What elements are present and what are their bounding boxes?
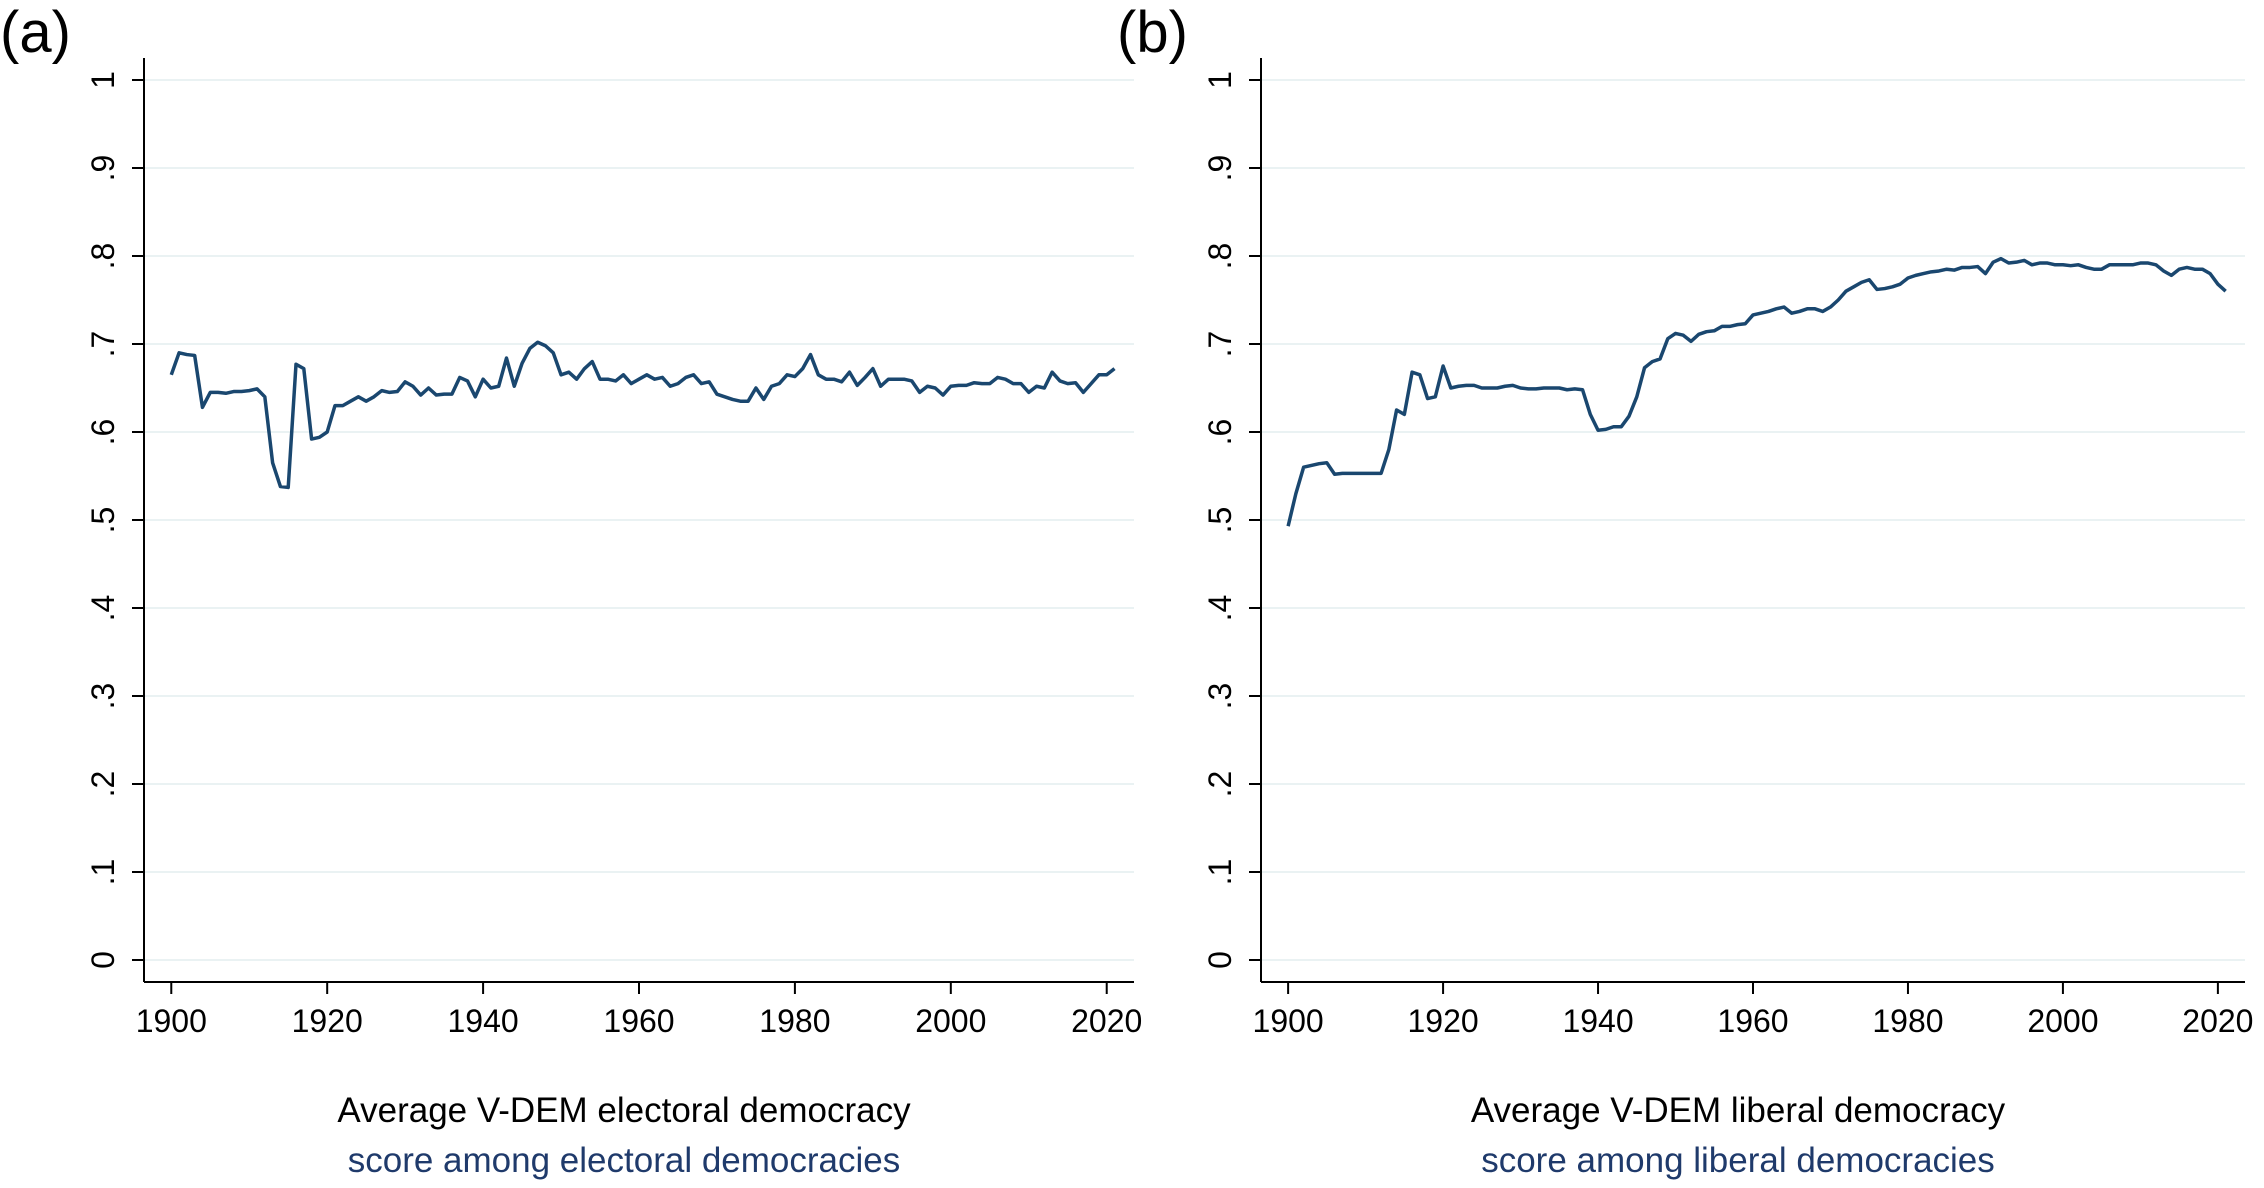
y-tick-label: .5 (1202, 507, 1238, 534)
y-tick-label: 0 (85, 951, 121, 969)
x-tick-label: 1960 (1717, 1003, 1788, 1039)
y-tick-label: .7 (85, 331, 121, 358)
y-tick-label: .8 (85, 243, 121, 270)
y-tick-label: .8 (1202, 243, 1238, 270)
x-tick-label: 1940 (448, 1003, 519, 1039)
y-tick-label: 1 (1202, 71, 1238, 89)
data-line (169, 340, 1116, 490)
x-tick-label: 1920 (292, 1003, 363, 1039)
panel-label: (a) (0, 0, 71, 65)
y-tick-label: .4 (85, 595, 121, 622)
x-axis-subtitle: score among liberal democracies (1481, 1141, 1995, 1180)
y-tick-label: .4 (1202, 595, 1238, 622)
x-tick-label: 2000 (915, 1003, 986, 1039)
x-tick-label: 1940 (1562, 1003, 1633, 1039)
x-axis-title: Average V-DEM electoral democracy (337, 1091, 911, 1130)
x-tick-label: 1980 (759, 1003, 830, 1039)
y-tick-label: .6 (85, 419, 121, 446)
x-tick-label: 2000 (2027, 1003, 2098, 1039)
x-tick-label: 2020 (2182, 1003, 2253, 1039)
panel: (a) 0 .1 .2 .3 .4 .5 .6 .7 .8 .9 1 1900 1920 1940 1960 1… (0, 0, 1142, 1180)
y-tick-label: .6 (1202, 419, 1238, 446)
data-line (1286, 256, 2227, 527)
y-tick-label: .9 (85, 155, 121, 182)
panel: (b) 0 .1 .2 .3 .4 .5 .6 .7 .8 .9 1 1900 1920 1940 1960 1… (1117, 0, 2253, 1180)
y-tick-label: .2 (85, 771, 121, 798)
x-tick-label: 1960 (603, 1003, 674, 1039)
x-tick-label: 1900 (136, 1003, 207, 1039)
y-tick-label: .1 (1202, 859, 1238, 886)
y-tick-label: .5 (85, 507, 121, 534)
x-tick-label: 1920 (1407, 1003, 1478, 1039)
x-tick-label: 1900 (1253, 1003, 1324, 1039)
y-tick-label: .3 (1202, 683, 1238, 710)
x-tick-label: 2020 (1071, 1003, 1142, 1039)
y-tick-label: .7 (1202, 331, 1238, 358)
x-axis-subtitle: score among electoral democracies (348, 1141, 900, 1180)
x-axis-title: Average V-DEM liberal democracy (1471, 1091, 2006, 1130)
y-tick-label: 0 (1202, 951, 1238, 969)
y-tick-label: .1 (85, 859, 121, 886)
x-tick-label: 1980 (1872, 1003, 1943, 1039)
y-tick-label: 1 (85, 71, 121, 89)
y-tick-label: .9 (1202, 155, 1238, 182)
panel-label: (b) (1117, 0, 1188, 65)
y-tick-label: .2 (1202, 771, 1238, 798)
y-tick-label: .3 (85, 683, 121, 710)
